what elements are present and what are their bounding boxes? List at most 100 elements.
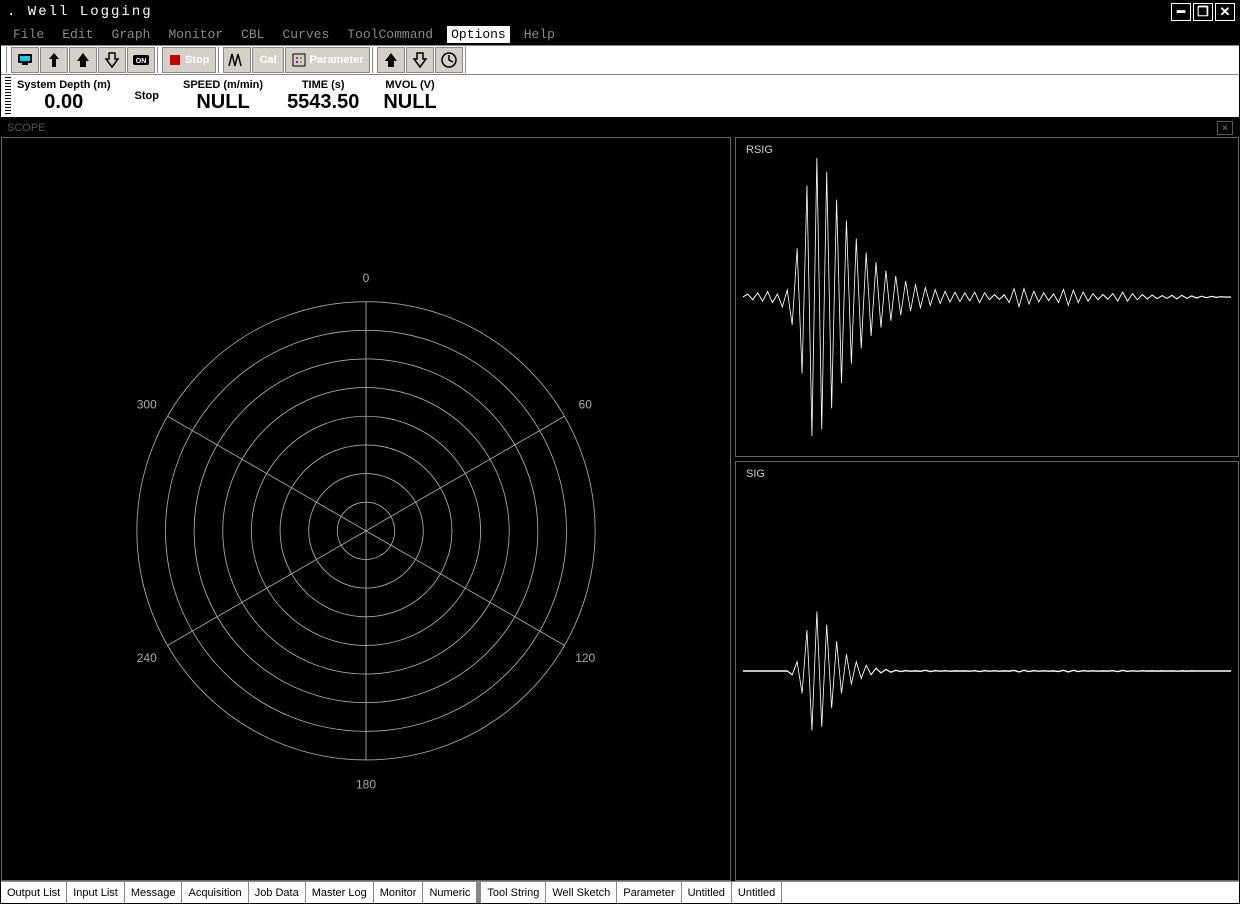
status-mvol-value: NULL bbox=[383, 91, 436, 114]
toolbar-btn-clock[interactable] bbox=[435, 47, 463, 73]
status-depth-value: 0.00 bbox=[44, 91, 83, 114]
polar-label: 300 bbox=[137, 398, 157, 412]
toolbar-separator bbox=[157, 47, 160, 73]
up-icon bbox=[382, 51, 400, 69]
polar-panel[interactable]: 0 60 120 180 240 300 bbox=[1, 137, 731, 881]
toolbar: ON Stop Cal Parameter bbox=[1, 45, 1239, 75]
close-button[interactable]: ✕ bbox=[1215, 3, 1235, 21]
toolbar-btn-1[interactable] bbox=[11, 47, 39, 73]
status-mvol: MVOL (V) NULL bbox=[383, 79, 436, 114]
menu-item-options[interactable]: Options bbox=[447, 26, 510, 43]
menu-item-graph[interactable]: Graph bbox=[107, 26, 154, 43]
polar-label: 120 bbox=[575, 651, 595, 665]
monitor-icon bbox=[16, 51, 34, 69]
toolbar-separator bbox=[218, 47, 221, 73]
toolbar-cal-label: Cal bbox=[259, 54, 276, 66]
maximize-button[interactable]: ❐ bbox=[1193, 3, 1213, 21]
status-stop-label: Stop bbox=[135, 90, 159, 102]
menu-item-curves[interactable]: Curves bbox=[278, 26, 333, 43]
tab-numeric[interactable]: Numeric bbox=[423, 882, 477, 903]
sig-panel-label: SIG bbox=[746, 468, 765, 480]
menu-bar: File Edit Graph Monitor CBL Curves ToolCommand… bbox=[1, 23, 1239, 45]
menu-item-file[interactable]: File bbox=[9, 26, 48, 43]
toolbar-btn-3[interactable] bbox=[69, 47, 97, 73]
polar-label: 60 bbox=[579, 398, 593, 412]
tab-untitled[interactable]: Untitled bbox=[732, 882, 782, 903]
doc-header: SCOPE × bbox=[1, 119, 1239, 137]
main-grid: RSIG 0 60 120 180 240 300 SIG bbox=[1, 137, 1239, 881]
toolbar-btn-on[interactable]: ON bbox=[127, 47, 155, 73]
toolbar-separator bbox=[6, 47, 9, 73]
down-icon bbox=[411, 51, 429, 69]
sig-waveform bbox=[736, 462, 1238, 880]
status-strip-handle bbox=[5, 77, 11, 115]
status-speed: SPEED (m/min) NULL bbox=[183, 79, 263, 114]
status-strip: System Depth (m) 0.00 Stop SPEED (m/min)… bbox=[1, 75, 1239, 119]
tab-acquisition[interactable]: Acquisition bbox=[182, 882, 248, 903]
toolbar-btn-2[interactable] bbox=[40, 47, 68, 73]
rsig-waveform bbox=[736, 138, 1238, 456]
polar-label: 180 bbox=[356, 777, 376, 791]
close-icon: × bbox=[1222, 123, 1228, 134]
menu-item-cbl[interactable]: CBL bbox=[237, 26, 268, 43]
title-bar: . Well Logging ━ ❐ ✕ bbox=[1, 1, 1239, 23]
menu-item-toolcommand[interactable]: ToolCommand bbox=[343, 26, 437, 43]
status-stop: Stop bbox=[135, 90, 159, 102]
toolbar-separator bbox=[465, 47, 468, 73]
tab-message[interactable]: Message bbox=[125, 882, 183, 903]
clock-icon bbox=[440, 51, 458, 69]
toolbar-stop-label: Stop bbox=[185, 54, 209, 66]
maximize-icon: ❐ bbox=[1197, 4, 1209, 20]
on-icon: ON bbox=[132, 51, 150, 69]
status-depth-label: System Depth (m) bbox=[17, 79, 111, 91]
tab-parameter[interactable]: Parameter bbox=[617, 882, 681, 903]
status-speed-label: SPEED (m/min) bbox=[183, 79, 263, 91]
svg-text:ON: ON bbox=[136, 58, 147, 65]
toolbar-separator bbox=[372, 47, 375, 73]
tab-input-list[interactable]: Input List bbox=[67, 882, 125, 903]
menu-item-edit[interactable]: Edit bbox=[58, 26, 97, 43]
status-mvol-label: MVOL (V) bbox=[385, 79, 434, 91]
rsig-panel[interactable]: RSIG bbox=[735, 137, 1239, 457]
status-depth: System Depth (m) 0.00 bbox=[17, 79, 111, 114]
status-speed-value: NULL bbox=[196, 91, 249, 114]
status-time-value: 5543.50 bbox=[287, 91, 359, 114]
tab-master-log[interactable]: Master Log bbox=[306, 882, 374, 903]
tab-job-data[interactable]: Job Data bbox=[249, 882, 306, 903]
tab-untitled[interactable]: Untitled bbox=[682, 882, 732, 903]
toolbar-btn-down2[interactable] bbox=[406, 47, 434, 73]
title-bar-buttons: ━ ❐ ✕ bbox=[1171, 3, 1235, 21]
rsig-panel-label: RSIG bbox=[746, 144, 773, 156]
polar-label: 0 bbox=[363, 271, 370, 285]
doc-close-button[interactable]: × bbox=[1217, 121, 1233, 135]
toolbar-btn-wave[interactable] bbox=[223, 47, 251, 73]
polar-label: 240 bbox=[137, 651, 157, 665]
polar-chart: 0 60 120 180 240 300 bbox=[2, 138, 730, 880]
tab-output-list[interactable]: Output List bbox=[1, 882, 67, 903]
minimize-icon: ━ bbox=[1177, 4, 1185, 20]
up-black-icon bbox=[74, 51, 92, 69]
bottom-tabs: Output ListInput ListMessageAcquisitionJ… bbox=[1, 881, 1239, 903]
toolbar-parameter-button[interactable]: Parameter bbox=[285, 47, 371, 73]
app-window: . Well Logging ━ ❐ ✕ File Edit Graph Monito… bbox=[0, 0, 1240, 904]
toolbar-stop-button[interactable]: Stop bbox=[162, 47, 216, 73]
tab-monitor[interactable]: Monitor bbox=[374, 882, 424, 903]
toolbar-btn-4[interactable] bbox=[98, 47, 126, 73]
stop-icon bbox=[169, 54, 181, 66]
menu-item-monitor[interactable]: Monitor bbox=[164, 26, 227, 43]
parameter-icon bbox=[292, 53, 306, 67]
toolbar-parameter-label: Parameter bbox=[310, 54, 364, 66]
arrow-up-icon bbox=[45, 51, 63, 69]
wave-icon bbox=[228, 51, 246, 69]
minimize-button[interactable]: ━ bbox=[1171, 3, 1191, 21]
tab-tool-string[interactable]: Tool String bbox=[477, 882, 546, 903]
tab-well-sketch[interactable]: Well Sketch bbox=[546, 882, 617, 903]
down-outline-icon bbox=[103, 51, 121, 69]
status-time-label: TIME (s) bbox=[302, 79, 345, 91]
toolbar-btn-up2[interactable] bbox=[377, 47, 405, 73]
menu-item-help[interactable]: Help bbox=[520, 26, 559, 43]
status-time: TIME (s) 5543.50 bbox=[287, 79, 359, 114]
toolbar-cal-button[interactable]: Cal bbox=[252, 47, 283, 73]
doc-header-left: SCOPE bbox=[7, 122, 46, 134]
sig-panel[interactable]: SIG bbox=[735, 461, 1239, 881]
